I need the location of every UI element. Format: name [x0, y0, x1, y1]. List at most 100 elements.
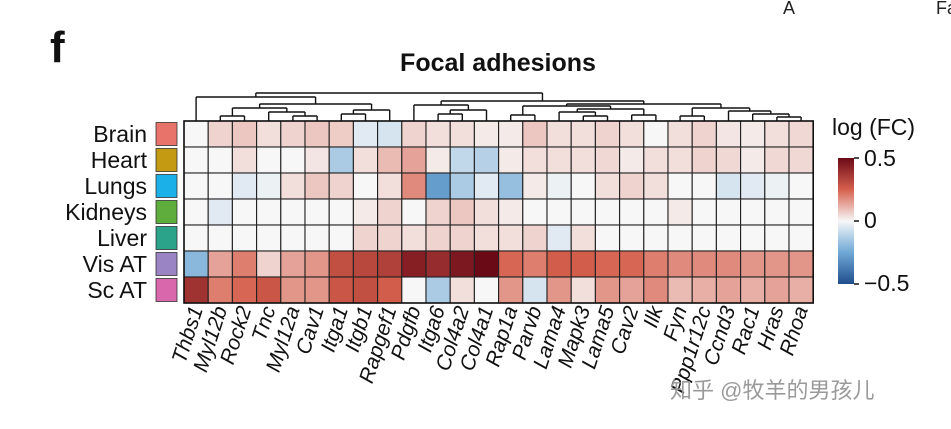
heatmap-cell — [764, 224, 790, 252]
heatmap-cell — [401, 120, 427, 148]
heatmap-cell — [425, 198, 451, 226]
heatmap-cell — [715, 172, 742, 200]
heatmap-cell — [449, 198, 475, 226]
legend-title: log (FC) — [832, 114, 915, 140]
heatmap-cell — [643, 120, 669, 148]
heatmap-cell — [425, 250, 451, 278]
heatmap-cell — [764, 250, 790, 278]
heatmap-cell — [231, 146, 258, 174]
heatmap-cell — [570, 146, 596, 174]
heatmap-cell — [570, 172, 596, 200]
row-color-bar — [155, 122, 178, 302]
heatmap-cell — [643, 172, 669, 200]
row-color-swatch — [155, 252, 178, 276]
heatmap-cell — [304, 276, 330, 304]
heatmap-cell — [764, 198, 790, 226]
heatmap-cell — [183, 146, 209, 174]
heatmap-cell — [667, 224, 693, 252]
heatmap-cell — [183, 172, 209, 200]
heatmap-cell — [231, 224, 258, 252]
heatmap-cell — [594, 250, 621, 278]
heatmap-cell — [352, 250, 379, 278]
heatmap-cell — [473, 276, 500, 304]
heatmap-cell — [740, 120, 766, 148]
heatmap-cell — [377, 276, 403, 304]
edge-text-1: A — [783, 0, 795, 18]
legend-tick-label-low: −0.5 — [864, 270, 909, 296]
heatmap-cell — [352, 146, 379, 174]
heatmap-cell — [352, 120, 379, 148]
color-legend: log (FC) 0.5 0 −0.5 — [832, 114, 915, 296]
heatmap-cell — [280, 146, 306, 174]
row-color-swatch — [155, 278, 178, 302]
heatmap-cell — [425, 224, 451, 252]
heatmap-cell — [207, 198, 233, 226]
heatmap-cell — [643, 250, 669, 278]
heatmap-cell — [425, 172, 451, 200]
heatmap-cell — [715, 276, 742, 304]
heatmap-cell — [328, 224, 354, 252]
heatmap-cell — [183, 250, 209, 278]
row-label: Liver — [97, 225, 147, 251]
heatmap-cell — [498, 224, 524, 252]
heatmap-cell — [304, 198, 330, 226]
heatmap-cell — [183, 198, 209, 226]
heatmap-cell — [449, 250, 475, 278]
row-color-swatch — [155, 226, 178, 250]
heatmap-cell — [546, 276, 572, 304]
heatmap-cell — [691, 172, 717, 200]
heatmap-cell — [256, 276, 282, 304]
heatmap-cell — [401, 224, 427, 252]
heatmap-cell — [498, 120, 524, 148]
heatmap-cell — [691, 276, 717, 304]
legend-tick-label-mid: 0 — [864, 207, 877, 233]
heatmap-cell — [764, 276, 790, 304]
heatmap-cell — [377, 250, 403, 278]
heatmap-cell — [740, 224, 766, 252]
heatmap-cell — [304, 250, 330, 278]
heatmap-cell — [280, 250, 306, 278]
heatmap-cell — [377, 198, 403, 226]
heatmap-cell — [352, 224, 379, 252]
heatmap-cell — [352, 198, 379, 226]
heatmap-cell — [667, 172, 693, 200]
heatmap-cell — [498, 198, 524, 226]
heatmap-cell — [401, 276, 427, 304]
heatmap-cell — [207, 224, 233, 252]
heatmap-cell — [764, 146, 790, 174]
heatmap-cell — [570, 120, 596, 148]
row-label: Vis AT — [83, 251, 147, 277]
heatmap-cell — [788, 172, 814, 200]
watermark: 知乎 @牧羊的男孩儿 — [670, 378, 874, 403]
heatmap-cell — [667, 146, 693, 174]
heatmap-cell — [498, 276, 524, 304]
column-dendrogram — [195, 92, 802, 121]
heatmap-cell — [522, 120, 548, 148]
heatmap-cell — [764, 120, 790, 148]
heatmap-cell — [594, 276, 621, 304]
legend-color-bar — [838, 158, 854, 284]
heatmap-cell — [715, 198, 742, 226]
heatmap-cell — [594, 198, 621, 226]
heatmap-cell — [425, 146, 451, 174]
row-label: Lungs — [84, 173, 147, 199]
heatmap-cell — [207, 172, 233, 200]
heatmap-cell — [183, 276, 209, 304]
heatmap-cell — [764, 172, 790, 200]
heatmap-cell — [546, 146, 572, 174]
heatmap-cell — [594, 224, 621, 252]
heatmap-cell — [377, 172, 403, 200]
heatmap-cell — [280, 276, 306, 304]
heatmap-cell — [619, 276, 645, 304]
heatmap-cell — [546, 250, 572, 278]
heatmap-cell — [449, 120, 475, 148]
heatmap-cell — [594, 120, 621, 148]
heatmap-cell — [377, 146, 403, 174]
row-color-swatch — [155, 174, 178, 198]
heatmap-cell — [256, 146, 282, 174]
heatmap-cell — [280, 198, 306, 226]
heatmap-cell — [570, 276, 596, 304]
heatmap-cell — [691, 198, 717, 226]
heatmap-cell — [619, 146, 645, 174]
